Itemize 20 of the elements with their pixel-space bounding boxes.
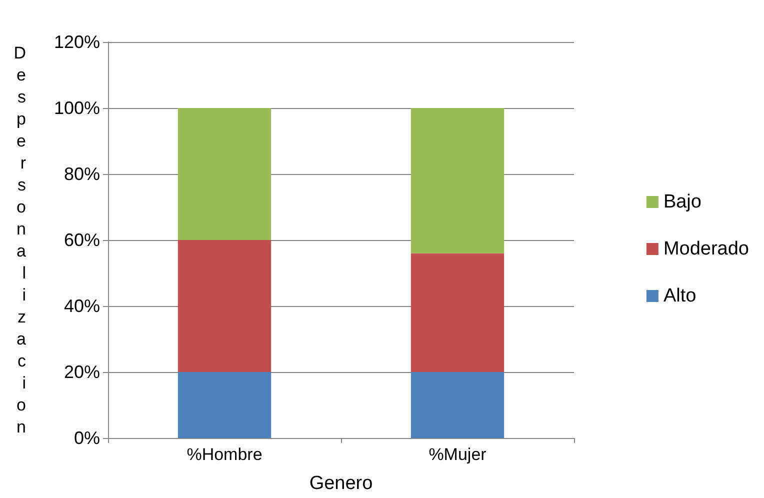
y-tick-label: 120% xyxy=(54,32,100,52)
x-axis-title: Genero xyxy=(309,473,373,494)
y-tick-label: 40% xyxy=(64,296,100,316)
bar xyxy=(178,108,272,240)
y-tick-label: 20% xyxy=(64,362,100,382)
y-tick-label: 0% xyxy=(74,428,100,448)
bar xyxy=(178,240,272,372)
legend-label: Alto xyxy=(663,286,696,306)
legend-label: Moderado xyxy=(663,238,750,260)
y-tick-label: 80% xyxy=(64,164,100,184)
legend-label: Bajo xyxy=(663,192,702,212)
x-tick-label: %Mujer xyxy=(428,445,487,464)
bar xyxy=(410,108,504,254)
y-tick-label: 60% xyxy=(64,230,100,250)
text: Despersonalizacion xyxy=(14,44,26,436)
bar xyxy=(410,253,504,372)
x-tick-label: %Hombre xyxy=(186,445,262,464)
bar xyxy=(178,372,272,438)
y-tick-label: 100% xyxy=(54,98,100,118)
bar xyxy=(410,372,504,438)
